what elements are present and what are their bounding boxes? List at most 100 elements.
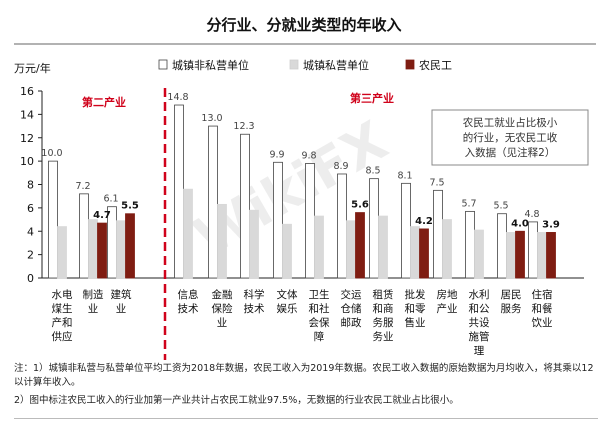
x-tick-label: 和零 — [405, 303, 426, 315]
data-label-nonprivate: 9.9 — [269, 149, 284, 160]
legend-swatch — [289, 59, 299, 70]
x-tick-label: 售业 — [405, 316, 426, 329]
data-label-nonprivate: 5.5 — [493, 201, 508, 212]
x-tick-label: 和公 — [469, 303, 490, 315]
x-tick-label: 建筑 — [111, 288, 132, 301]
x-tick-label: 产业 — [437, 302, 458, 315]
x-tick-label: 信息 — [178, 288, 199, 301]
x-tick-label: 服务 — [501, 302, 522, 315]
bar-private — [217, 203, 227, 279]
x-tick-label: 理 — [474, 345, 485, 357]
bar-migrant — [515, 230, 525, 279]
bar-private — [57, 226, 67, 279]
x-tick-label: 科学 — [244, 288, 265, 301]
x-tick-label: 卫生 — [309, 288, 330, 301]
bar-nonprivate — [174, 104, 184, 279]
data-label-nonprivate: 14.8 — [167, 92, 188, 103]
data-label-nonprivate: 10.0 — [41, 148, 62, 159]
annotation-box — [431, 109, 589, 166]
bar-private — [442, 219, 452, 279]
chart-title: 分行业、分就业类型的年收入 — [206, 16, 401, 34]
bar-nonprivate — [208, 125, 218, 279]
y-tick-label: 10 — [20, 155, 34, 168]
bar-nonprivate — [465, 210, 475, 279]
bar-private — [88, 219, 98, 279]
bar-nonprivate — [240, 133, 250, 279]
x-tick-label: 业 — [88, 303, 99, 315]
bar-private — [346, 220, 356, 279]
bar-migrant — [355, 212, 365, 279]
x-tick-label: 和社 — [309, 302, 330, 315]
bar-private — [314, 215, 324, 279]
data-label-migrant: 3.9 — [542, 219, 560, 230]
y-tick-label: 8 — [27, 179, 34, 192]
x-tick-label: 会保 — [309, 316, 330, 329]
data-label-migrant: 4.2 — [415, 216, 433, 227]
x-tick-label: 产和 — [52, 316, 73, 329]
y-axis-unit: 万元/年 — [14, 61, 51, 75]
bar-private — [378, 215, 388, 279]
bar-nonprivate — [79, 193, 89, 279]
data-label-nonprivate: 8.9 — [333, 161, 348, 172]
bar-private — [410, 226, 420, 279]
bar-nonprivate — [401, 182, 411, 279]
section-label-secondary: 第二产业 — [82, 95, 126, 109]
x-tick-label: 供应 — [52, 330, 73, 343]
bar-nonprivate — [337, 173, 347, 279]
data-label-nonprivate: 12.3 — [233, 121, 254, 132]
x-tick-label: 水电 — [52, 288, 73, 301]
y-tick-label: 2 — [27, 249, 34, 262]
data-label-migrant: 4.7 — [93, 210, 111, 221]
x-tick-label: 煤生 — [52, 302, 73, 315]
y-tick-label: 4 — [27, 225, 34, 238]
x-tick-label: 房地 — [437, 288, 458, 301]
bar-nonprivate — [305, 163, 315, 279]
x-tick-label: 交运 — [341, 288, 362, 301]
legend-swatch — [405, 59, 415, 70]
bar-migrant — [97, 222, 107, 279]
data-label-nonprivate: 8.1 — [397, 170, 412, 181]
data-label-nonprivate: 4.8 — [524, 209, 539, 220]
x-tick-label: 业 — [217, 317, 228, 329]
x-tick-label: 水利 — [469, 289, 490, 301]
legend-label: 城镇私营单位 — [303, 58, 369, 72]
x-tick-label: 娱乐 — [277, 302, 298, 315]
legend-label: 城镇非私营单位 — [172, 58, 249, 72]
x-tick-label: 技术 — [244, 302, 265, 315]
legend-label: 农民工 — [419, 58, 452, 72]
bar-nonprivate — [48, 160, 58, 279]
annotation-text: 农民工就业占比极小 — [463, 116, 558, 129]
bar-private — [537, 232, 547, 279]
x-tick-label: 务服 — [373, 316, 394, 329]
x-tick-label: 共设 — [469, 317, 490, 329]
bar-migrant — [419, 228, 429, 279]
bar-private — [474, 229, 484, 279]
y-tick-label: 16 — [20, 85, 34, 98]
x-tick-label: 和餐 — [532, 302, 553, 315]
bar-private — [249, 209, 259, 279]
bar-nonprivate — [433, 189, 443, 279]
x-tick-label: 邮政 — [341, 316, 362, 329]
x-tick-label: 业 — [116, 303, 127, 315]
data-label-nonprivate: 6.1 — [103, 194, 118, 205]
y-tick-label: 14 — [20, 108, 34, 121]
data-label-nonprivate: 13.0 — [201, 113, 222, 124]
data-label-nonprivate: 7.5 — [429, 177, 444, 188]
bar-private — [116, 220, 126, 279]
data-label-nonprivate: 9.8 — [301, 150, 316, 161]
bar-nonprivate — [273, 161, 283, 279]
footnote-1: 注：1）城镇非私营与私营单位平均工资为2018年数据，农民工收入为2019年数据… — [14, 363, 594, 388]
x-tick-label: 文体 — [277, 288, 298, 301]
bar-nonprivate — [497, 213, 507, 279]
x-tick-label: 技术 — [178, 302, 199, 315]
bar-migrant — [546, 232, 556, 279]
data-label-migrant: 5.5 — [121, 201, 139, 212]
x-tick-label: 保险 — [212, 302, 233, 315]
x-tick-label: 金融 — [212, 288, 233, 301]
x-tick-label: 务业 — [373, 330, 394, 343]
bar-nonprivate — [528, 221, 538, 279]
x-tick-label: 制造 — [83, 288, 104, 301]
x-tick-label: 住宿 — [532, 288, 553, 301]
